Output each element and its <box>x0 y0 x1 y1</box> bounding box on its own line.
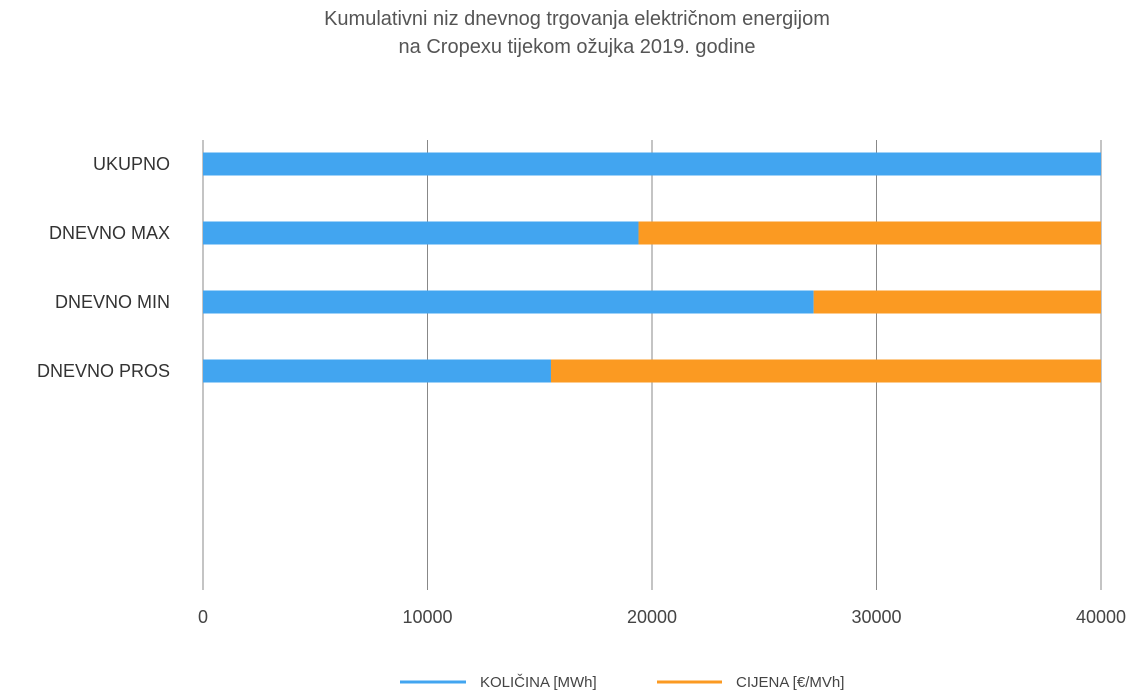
x-tick-label-0: 0 <box>198 607 208 627</box>
bar-kolicina-3 <box>203 359 551 383</box>
category-label-3: DNEVNO PROS <box>37 361 170 381</box>
category-label-2: DNEVNO MIN <box>55 292 170 312</box>
category-label-1: DNEVNO MAX <box>49 223 170 243</box>
bar-cijena-1 <box>638 221 1101 245</box>
bar-kolicina-0 <box>203 152 1101 176</box>
category-labels: UKUPNO DNEVNO MAX DNEVNO MIN DNEVNO PROS <box>37 154 170 381</box>
x-tick-label-4: 40000 <box>1076 607 1126 627</box>
bar-kolicina-2 <box>203 290 814 314</box>
x-tick-label-1: 10000 <box>402 607 452 627</box>
category-label-0: UKUPNO <box>93 154 170 174</box>
chart-title-line-2: na Cropexu tijekom ožujka 2019. godine <box>399 36 756 58</box>
bar-cijena-2 <box>813 290 1101 314</box>
legend: KOLIČINA [MWh] CIJENA [€/MVh] <box>400 674 844 691</box>
x-tick-label-3: 30000 <box>851 607 901 627</box>
chart-title: Kumulativni niz dnevnog trgovanja elektr… <box>324 8 830 58</box>
x-tick-label-2: 20000 <box>627 607 677 627</box>
legend-label-0: KOLIČINA [MWh] <box>480 674 597 691</box>
bars <box>203 152 1101 383</box>
bar-kolicina-1 <box>203 221 639 245</box>
bar-cijena-3 <box>550 359 1101 383</box>
chart-title-line-1: Kumulativni niz dnevnog trgovanja elektr… <box>324 8 830 30</box>
legend-label-1: CIJENA [€/MVh] <box>736 674 844 691</box>
x-axis-tick-labels: 0 10000 20000 30000 40000 <box>198 607 1126 627</box>
